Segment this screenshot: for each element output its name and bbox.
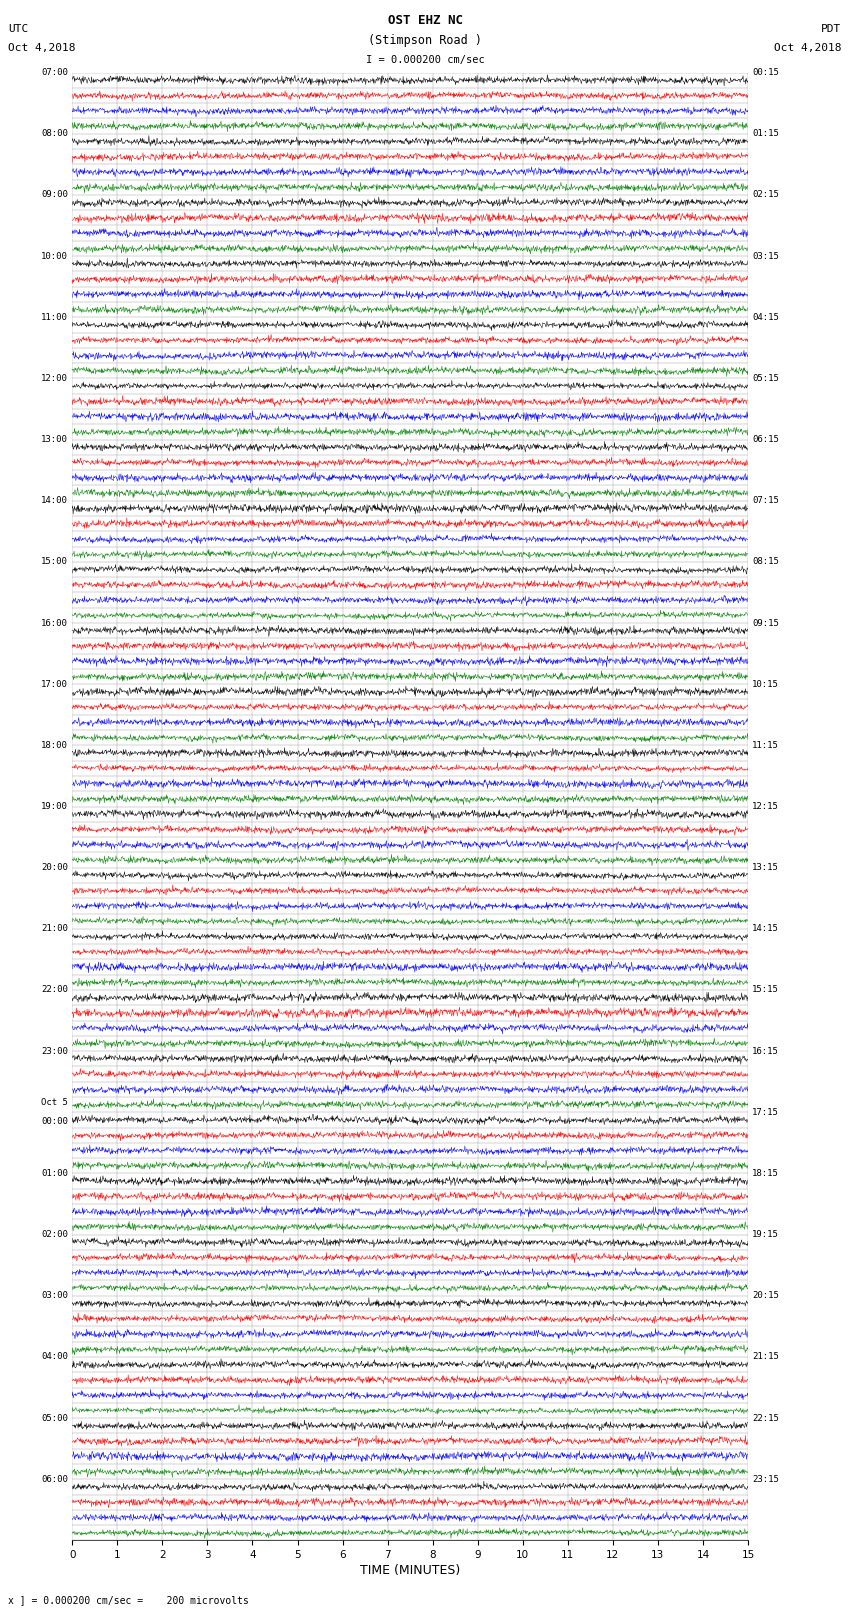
Text: 22:00: 22:00	[41, 986, 68, 995]
Text: 12:15: 12:15	[752, 802, 779, 811]
Text: 09:00: 09:00	[41, 190, 68, 200]
Text: 08:00: 08:00	[41, 129, 68, 139]
Text: 16:00: 16:00	[41, 618, 68, 627]
Text: 05:15: 05:15	[752, 374, 779, 382]
Text: 00:00: 00:00	[41, 1118, 68, 1126]
Text: 15:15: 15:15	[752, 986, 779, 995]
Text: 13:00: 13:00	[41, 436, 68, 444]
Text: 20:00: 20:00	[41, 863, 68, 873]
Text: 21:15: 21:15	[752, 1352, 779, 1361]
Text: 21:00: 21:00	[41, 924, 68, 934]
Text: 18:15: 18:15	[752, 1169, 779, 1177]
Text: 10:00: 10:00	[41, 252, 68, 261]
Text: 07:15: 07:15	[752, 497, 779, 505]
Text: 16:15: 16:15	[752, 1047, 779, 1055]
Text: 23:15: 23:15	[752, 1474, 779, 1484]
Text: 11:00: 11:00	[41, 313, 68, 321]
Text: Oct 4,2018: Oct 4,2018	[8, 44, 76, 53]
Text: 12:00: 12:00	[41, 374, 68, 382]
Text: 23:00: 23:00	[41, 1047, 68, 1055]
Text: 02:00: 02:00	[41, 1231, 68, 1239]
Text: Oct 4,2018: Oct 4,2018	[774, 44, 842, 53]
Text: 05:00: 05:00	[41, 1413, 68, 1423]
Text: 17:15: 17:15	[752, 1108, 779, 1116]
Text: 04:15: 04:15	[752, 313, 779, 321]
Text: Oct 5: Oct 5	[41, 1098, 68, 1108]
Text: 06:15: 06:15	[752, 436, 779, 444]
Text: 01:00: 01:00	[41, 1169, 68, 1177]
Text: x ] = 0.000200 cm/sec =    200 microvolts: x ] = 0.000200 cm/sec = 200 microvolts	[8, 1595, 249, 1605]
Text: 15:00: 15:00	[41, 558, 68, 566]
Text: 03:15: 03:15	[752, 252, 779, 261]
Text: 17:00: 17:00	[41, 679, 68, 689]
Text: UTC: UTC	[8, 24, 29, 34]
Text: 10:15: 10:15	[752, 679, 779, 689]
Text: (Stimpson Road ): (Stimpson Road )	[368, 34, 482, 47]
Text: 00:15: 00:15	[752, 68, 779, 77]
Text: 09:15: 09:15	[752, 618, 779, 627]
X-axis label: TIME (MINUTES): TIME (MINUTES)	[360, 1565, 460, 1578]
Text: 14:15: 14:15	[752, 924, 779, 934]
Text: 01:15: 01:15	[752, 129, 779, 139]
Text: 14:00: 14:00	[41, 497, 68, 505]
Text: 08:15: 08:15	[752, 558, 779, 566]
Text: 02:15: 02:15	[752, 190, 779, 200]
Text: OST EHZ NC: OST EHZ NC	[388, 15, 462, 27]
Text: 11:15: 11:15	[752, 740, 779, 750]
Text: I = 0.000200 cm/sec: I = 0.000200 cm/sec	[366, 55, 484, 65]
Text: 07:00: 07:00	[41, 68, 68, 77]
Text: 06:00: 06:00	[41, 1474, 68, 1484]
Text: 13:15: 13:15	[752, 863, 779, 873]
Text: 19:15: 19:15	[752, 1231, 779, 1239]
Text: 20:15: 20:15	[752, 1292, 779, 1300]
Text: 03:00: 03:00	[41, 1292, 68, 1300]
Text: 22:15: 22:15	[752, 1413, 779, 1423]
Text: PDT: PDT	[821, 24, 842, 34]
Text: 04:00: 04:00	[41, 1352, 68, 1361]
Text: 18:00: 18:00	[41, 740, 68, 750]
Text: 19:00: 19:00	[41, 802, 68, 811]
